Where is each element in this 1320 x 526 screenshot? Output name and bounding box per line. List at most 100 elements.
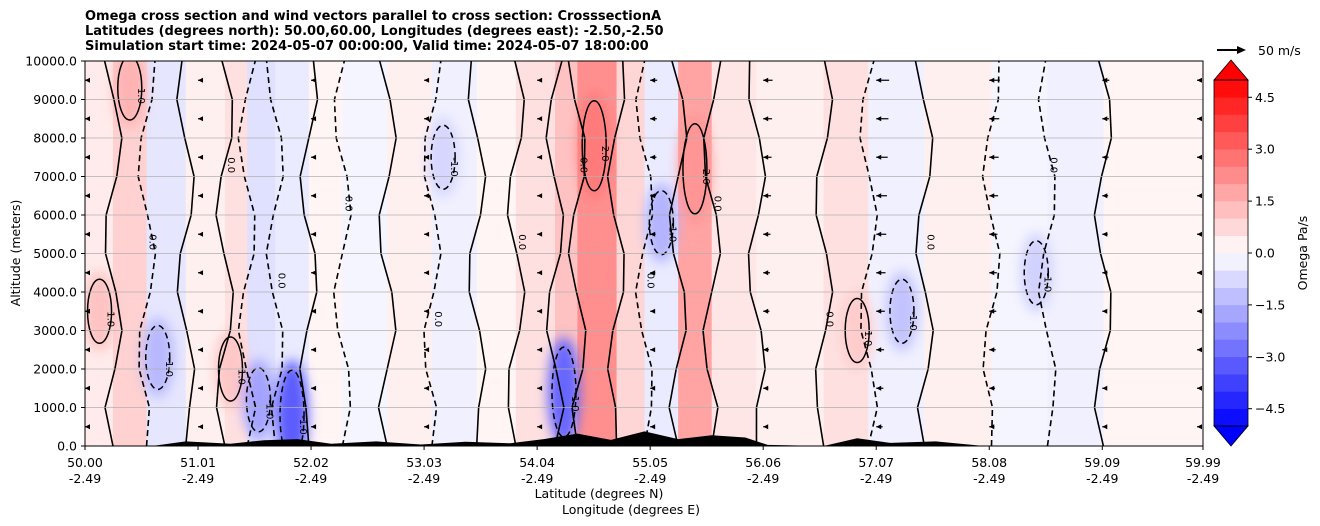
colorbar-segment-17 bbox=[1214, 114, 1248, 133]
contour-label-18: 0.0 bbox=[712, 196, 723, 212]
y-tick-label-7: 7000.0 bbox=[33, 169, 77, 184]
x-tick-lat-label-8: 58.08 bbox=[971, 455, 1007, 470]
wind-vector-head-2 bbox=[311, 77, 317, 83]
omega-cell-10 bbox=[885, 271, 918, 352]
colorbar-segment-7 bbox=[1214, 287, 1248, 306]
contour-label-10: 0.0 bbox=[432, 311, 443, 327]
colorbar-tick-label-6: −4.5 bbox=[1255, 401, 1285, 416]
wind-vector-head-1 bbox=[198, 424, 204, 430]
wind-vector-head-7 bbox=[876, 270, 882, 276]
x-tick-lat-label-1: 51.01 bbox=[180, 455, 216, 470]
omega-cell-13 bbox=[427, 117, 460, 198]
wind-vector-head-8 bbox=[989, 385, 995, 391]
contour-label-12: 0.0 bbox=[516, 234, 527, 250]
wind-vectors bbox=[85, 77, 1202, 430]
contour-label-16: 0.0 bbox=[645, 273, 656, 289]
wind-vector-head-7 bbox=[876, 77, 882, 83]
wind-vector-head-4 bbox=[537, 231, 543, 237]
colorbar-segment-16 bbox=[1214, 131, 1248, 150]
contour-cell-1 bbox=[117, 61, 143, 121]
wind-vector-head-8 bbox=[989, 347, 995, 353]
wind-vector-head-9 bbox=[1102, 347, 1108, 353]
wind-vector-head-7 bbox=[876, 231, 882, 237]
colorbar-segment-10 bbox=[1214, 235, 1248, 254]
wind-vector-head-4 bbox=[537, 424, 543, 430]
wind-vector-head-0 bbox=[85, 308, 90, 314]
wind-vector-head-7 bbox=[876, 193, 882, 199]
colorbar-segment-3 bbox=[1214, 356, 1248, 375]
contour-cell-8 bbox=[682, 123, 708, 215]
y-tick-label-9: 9000.0 bbox=[33, 92, 77, 107]
chart-title-line-1: Omega cross section and wind vectors par… bbox=[85, 9, 662, 24]
contour-label-8: 0.0 bbox=[342, 196, 353, 212]
x-tick-lat-label-0: 50.00 bbox=[67, 455, 103, 470]
omega-cell-9 bbox=[645, 182, 678, 263]
wind-vector-head-9 bbox=[1102, 270, 1108, 276]
x-tick-lon-label-3: -2.49 bbox=[408, 471, 440, 486]
colorbar-segment-19 bbox=[1214, 80, 1248, 98]
wind-vector-head-2 bbox=[311, 193, 317, 199]
colorbar-tick-label-2: 1.5 bbox=[1255, 194, 1275, 209]
wind-vector-head-5 bbox=[650, 116, 656, 122]
wind-vector-head-0 bbox=[85, 424, 90, 430]
wind-vector-head-3 bbox=[424, 424, 430, 430]
wind-vector-head-6 bbox=[763, 385, 769, 391]
wind-vector-head-1 bbox=[198, 116, 204, 122]
wind-vector-head-10 bbox=[1197, 116, 1202, 122]
colorbar-extend-min bbox=[1213, 425, 1249, 447]
colorbar-extend-max bbox=[1213, 59, 1249, 81]
grid-lines bbox=[85, 61, 1203, 446]
x-tick-lat-label-5: 55.05 bbox=[632, 455, 668, 470]
wind-vector-head-10 bbox=[1197, 424, 1202, 430]
contour-cell-label-5: -1.0 bbox=[263, 400, 274, 420]
wind-vector-head-10 bbox=[1197, 193, 1202, 199]
wind-vector-head-5 bbox=[650, 424, 656, 430]
wind-vector-head-1 bbox=[198, 231, 204, 237]
contour-cell-label-7: 2.0 bbox=[599, 146, 610, 162]
wind-vector-head-5 bbox=[650, 385, 656, 391]
wind-vector-head-4 bbox=[537, 347, 543, 353]
contour-cell-12 bbox=[1023, 240, 1050, 306]
wind-vector-head-9 bbox=[1102, 193, 1108, 199]
wind-vector-head-7 bbox=[876, 308, 882, 314]
wind-vector-head-0 bbox=[85, 116, 90, 122]
colorbar-segment-13 bbox=[1214, 183, 1248, 202]
wind-vector-head-10 bbox=[1197, 231, 1202, 237]
contour-cell-label-11: 1.0 bbox=[862, 331, 873, 347]
wind-vector-head-7 bbox=[876, 154, 882, 160]
omega-cell-8 bbox=[678, 113, 711, 224]
wind-vector-head-8 bbox=[989, 231, 995, 237]
wind-vector-head-10 bbox=[1197, 77, 1202, 83]
colorbar-label: Omega Pa/s bbox=[1295, 216, 1310, 291]
omega-fill-cells bbox=[85, 61, 1053, 446]
contour-cell-label-0: 1.0 bbox=[105, 311, 116, 327]
wind-vector-head-6 bbox=[763, 116, 769, 122]
colorbar-tick-label-4: −1.5 bbox=[1255, 297, 1285, 312]
wind-vector-head-8 bbox=[989, 193, 995, 199]
wind-vector-head-6 bbox=[763, 231, 769, 237]
wind-vector-head-2 bbox=[311, 154, 317, 160]
colorbar-segment-15 bbox=[1214, 149, 1248, 167]
wind-vector-head-1 bbox=[198, 347, 204, 353]
y-tick-label-4: 4000.0 bbox=[33, 285, 77, 300]
omega-cell-0 bbox=[85, 271, 116, 352]
x-tick-lat-label-10: 59.99 bbox=[1185, 455, 1221, 470]
wind-vector-head-2 bbox=[311, 347, 317, 353]
colorbar-segment-12 bbox=[1214, 201, 1248, 219]
y-tick-label-5: 5000.0 bbox=[33, 246, 77, 261]
wind-vector-head-6 bbox=[763, 154, 769, 160]
vector-key: 50 m/s bbox=[1217, 43, 1301, 58]
y-tick-label-6: 6000.0 bbox=[33, 208, 77, 223]
wind-vector-head-3 bbox=[424, 116, 430, 122]
wind-vector-head-8 bbox=[989, 77, 995, 83]
wind-vector-head-7 bbox=[876, 116, 882, 122]
x-axis-label-longitude: Longitude (degrees E) bbox=[562, 502, 700, 517]
wind-vector-head-0 bbox=[85, 154, 90, 160]
wind-vector-head-9 bbox=[1102, 116, 1108, 122]
contour-label-22: 0.0 bbox=[924, 234, 935, 250]
wind-vector-head-1 bbox=[198, 385, 204, 391]
y-tick-label-8: 8000.0 bbox=[33, 131, 77, 146]
colorbar-segment-9 bbox=[1214, 253, 1248, 271]
colorbar-segment-1 bbox=[1214, 391, 1248, 409]
